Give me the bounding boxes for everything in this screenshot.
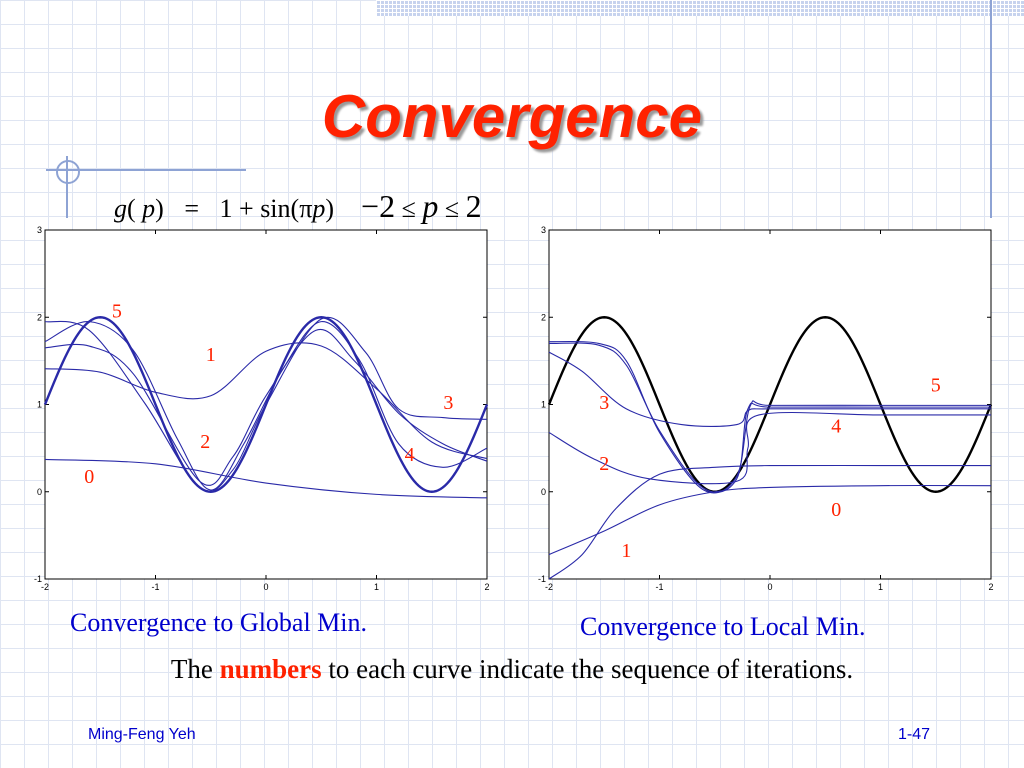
formula-argument: p — [142, 194, 156, 223]
explanation-note: The numbers to each curve indicate the s… — [0, 654, 1024, 685]
right-target-function-curve — [547, 316, 993, 493]
left-y-tick-label: -1 — [34, 574, 42, 584]
footer-page-number: 1-47 — [898, 726, 931, 743]
slide-title: Convergence — [321, 83, 703, 150]
right-iteration-label-0: 0 — [831, 499, 841, 521]
left-iteration-label-4: 4 — [405, 444, 415, 466]
left-iteration-label-0: 0 — [84, 466, 94, 488]
formula-function-name: g — [114, 194, 127, 223]
right-y-tick-label: -1 — [538, 574, 546, 584]
right-x-tick-label: 0 — [767, 582, 772, 592]
right-iteration-curve-1 — [548, 464, 991, 580]
caption-global-min: Convergence to Global Min. — [70, 608, 368, 637]
top-decor-band — [376, 0, 1024, 16]
right-iteration-label-2: 2 — [599, 453, 609, 475]
left-x-tick-label: 2 — [484, 582, 489, 592]
note-suffix: to each curve indicate the sequence of i… — [321, 654, 854, 684]
right-iteration-label-5: 5 — [931, 374, 941, 396]
formula-upper-bound: 2 — [465, 188, 482, 224]
left-y-tick-label: 3 — [37, 225, 42, 235]
decor-vertical-line — [66, 156, 68, 218]
decor-horizontal-line — [46, 169, 246, 171]
note-highlight: numbers — [219, 654, 322, 684]
left-x-tick-label: 1 — [374, 582, 379, 592]
right-y-tick-label: 1 — [541, 400, 546, 410]
formula-pi: π — [299, 194, 313, 223]
formula-constant: 1 — [219, 194, 233, 223]
right-y-tick-label: 0 — [541, 487, 546, 497]
right-y-tick-label: 3 — [541, 225, 546, 235]
left-iteration-label-2: 2 — [200, 431, 210, 453]
right-iteration-label-1: 1 — [621, 540, 631, 562]
formula-plus: + — [239, 194, 254, 223]
formula-le-left: ≤ — [401, 194, 416, 223]
left-y-tick-label: 2 — [37, 312, 42, 322]
left-y-tick-label: 1 — [37, 400, 42, 410]
right-iteration-curve-3 — [548, 351, 991, 427]
formula-sin: sin — [260, 194, 291, 223]
formula-minus: − — [361, 188, 380, 224]
right-x-tick-label: 2 — [988, 582, 993, 592]
right-x-tick-label: -1 — [655, 582, 663, 592]
right-x-tick-label: 1 — [878, 582, 883, 592]
left-x-tick-label: -2 — [41, 582, 49, 592]
right-iteration-curve-0 — [548, 484, 992, 556]
left-iteration-label-5: 5 — [112, 300, 122, 322]
right-iteration-label-3: 3 — [599, 392, 609, 414]
left-iteration-label-3: 3 — [443, 392, 453, 414]
right-x-tick-label: -2 — [545, 582, 553, 592]
caption-local-min: Convergence to Local Min. — [580, 612, 866, 641]
left-iteration-label-1: 1 — [206, 344, 216, 366]
right-iteration-label-4: 4 — [831, 415, 841, 437]
decor-circle — [56, 160, 80, 184]
left-iteration-curve-2 — [44, 328, 488, 486]
right-iteration-curve-2 — [548, 411, 991, 485]
left-iteration-curve-0 — [44, 458, 488, 499]
left-x-tick-label: 0 — [263, 582, 268, 592]
left-y-tick-label: 0 — [37, 487, 42, 497]
right-y-tick-label: 2 — [541, 312, 546, 322]
decor-right-vertical-line — [990, 0, 992, 218]
note-prefix: The — [170, 654, 220, 684]
left-iteration-curve-4 — [44, 321, 488, 491]
left-x-tick-label: -1 — [151, 582, 159, 592]
footer-author: Ming-Feng Yeh — [88, 726, 196, 743]
right-iteration-curve-4 — [548, 342, 991, 493]
function-formula: g( p) = 1 + sin(πp) −2 ≤ p ≤ 2 — [114, 188, 482, 224]
formula-lower-bound: 2 — [379, 188, 396, 224]
formula-le-right: ≤ — [444, 194, 460, 223]
left-iteration-curve-3 — [44, 316, 488, 492]
right-iteration-curve-5 — [548, 340, 991, 494]
formula-variable: p — [312, 194, 326, 223]
formula-range-variable: p — [422, 188, 439, 224]
left-iteration-curve-1 — [44, 342, 488, 460]
